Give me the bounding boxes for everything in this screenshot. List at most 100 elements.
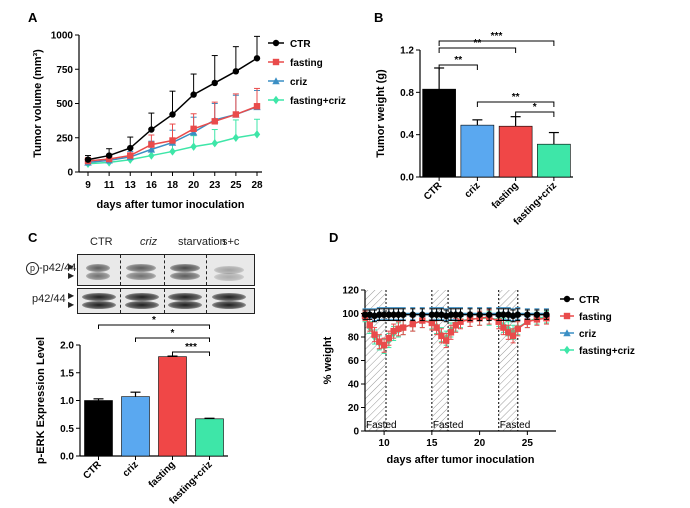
x-tick-label: CTR	[81, 459, 104, 482]
significance-bracket	[515, 111, 555, 117]
fasted-label: Fasted	[500, 420, 531, 431]
data-point	[253, 55, 261, 62]
y-tick-label: 0	[353, 427, 359, 438]
data-point	[395, 311, 402, 318]
bar-ctr	[422, 88, 456, 178]
y-tick-label: 1.2	[400, 46, 414, 57]
y-tick-label: 100	[342, 309, 359, 320]
blot-band	[170, 264, 200, 272]
data-point	[376, 311, 383, 318]
blot-band	[168, 301, 202, 309]
legend-marker	[272, 77, 280, 85]
data-point	[127, 144, 134, 152]
significance-bracket	[172, 351, 210, 356]
data-point	[385, 334, 393, 342]
data-point	[466, 311, 474, 318]
y-tick-label: 1.5	[60, 368, 74, 379]
x-tick-label: criz	[463, 180, 483, 200]
data-point	[148, 151, 155, 160]
significance-bracket	[476, 101, 555, 107]
blot-band	[86, 264, 110, 272]
legend-marker	[563, 345, 571, 355]
fasted-label: Fasted	[433, 420, 464, 431]
data-point	[253, 103, 261, 110]
blot-lane-starvation: starvation	[178, 236, 226, 248]
legend-label: fasting	[579, 312, 612, 323]
data-point	[232, 111, 240, 118]
blot-band	[82, 301, 116, 309]
data-point	[533, 311, 541, 318]
x-tick-label: 28	[251, 180, 263, 191]
y-axis-title: Tumor volume (mm³)	[32, 49, 44, 158]
y-tick-label: 2.0	[60, 341, 74, 352]
data-point	[442, 337, 450, 344]
y-axis-title: Tumor weight (g)	[375, 69, 387, 158]
legend-label: criz	[290, 77, 307, 88]
x-tick-label: 9	[85, 180, 91, 191]
blot-band	[126, 272, 156, 280]
data-point	[211, 118, 218, 125]
significance-label: *	[152, 315, 156, 326]
blot-band	[86, 272, 110, 280]
data-point	[147, 145, 156, 153]
data-point	[485, 311, 493, 318]
significance-bracket	[438, 64, 478, 70]
chart-a-tumor-volume: 0 250 500 750 1000 9 11 13 16 18 20 23 25 28 days afte…	[32, 31, 346, 212]
x-tick-label: 15	[426, 438, 438, 449]
data-point	[476, 311, 483, 318]
blot-lane-ctr: CTR	[90, 236, 113, 248]
bar-criz	[460, 124, 495, 178]
blot-arrow-icon: ▶ ▶	[68, 291, 75, 309]
data-point	[438, 332, 445, 340]
data-point	[419, 311, 426, 318]
significance-label: **	[454, 55, 462, 66]
legend-label: fasting+criz	[290, 96, 346, 107]
panel-label-d: D	[329, 230, 338, 245]
data-point	[500, 324, 507, 331]
series-fasting-criz	[84, 118, 261, 168]
significance-label: **	[473, 38, 481, 49]
x-tick-label: fasting	[147, 459, 178, 490]
data-point	[505, 329, 512, 336]
data-point	[495, 318, 502, 325]
data-point	[409, 311, 416, 318]
bar-ctr	[84, 400, 113, 457]
blot-band	[168, 293, 202, 301]
blot-band	[214, 273, 244, 281]
data-point	[169, 147, 176, 156]
blot-band	[212, 293, 246, 301]
data-point	[400, 311, 407, 318]
x-tick-label: CTR	[422, 180, 445, 203]
data-point	[148, 126, 155, 133]
data-point	[366, 311, 373, 318]
data-point	[390, 311, 397, 318]
y-tick-label: 0.4	[400, 130, 414, 141]
x-tick-label: 20	[474, 438, 486, 449]
legend-label: fasting	[290, 58, 323, 69]
data-point	[457, 318, 464, 325]
chart-d-body-weight: Fasted Fasted Fasted 0 20 40 60 80 100 120 10 15 20 2…	[322, 286, 635, 467]
data-point	[524, 311, 531, 318]
y-tick-label: 0.5	[60, 424, 74, 435]
y-tick-label: 500	[56, 99, 73, 110]
data-point	[447, 329, 455, 336]
data-point	[190, 142, 197, 151]
data-point	[505, 311, 512, 318]
data-point	[190, 91, 197, 98]
significance-bracket	[135, 337, 210, 342]
blot-band	[214, 266, 244, 274]
y-tick-label: 0.0	[60, 452, 74, 463]
y-tick-label: 0.0	[400, 173, 414, 184]
data-point	[442, 312, 450, 320]
data-point	[409, 320, 416, 328]
blot-band	[125, 301, 159, 309]
blot-label-phospho: p -p42/44	[26, 262, 76, 275]
blot-lane-sc: s+c	[222, 236, 240, 248]
data-point	[447, 311, 455, 318]
bar-fasting-criz	[537, 143, 571, 178]
data-point	[514, 311, 521, 318]
significance-bracket	[98, 324, 210, 329]
significance-label: *	[171, 328, 175, 339]
